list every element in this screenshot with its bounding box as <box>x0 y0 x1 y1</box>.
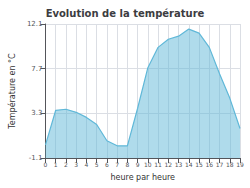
svg-text:Evolution de la température: Evolution de la température <box>46 8 205 19</box>
svg-text:16: 16 <box>205 161 213 168</box>
svg-text:3: 3 <box>74 161 78 168</box>
svg-text:17: 17 <box>216 161 224 168</box>
svg-text:18: 18 <box>226 161 234 168</box>
svg-text:12.1: 12.1 <box>27 20 43 28</box>
svg-text:0: 0 <box>44 161 48 168</box>
svg-text:15: 15 <box>195 161 203 168</box>
svg-text:7.7: 7.7 <box>31 65 42 73</box>
svg-text:heure par heure: heure par heure <box>110 173 175 182</box>
svg-text:4: 4 <box>85 161 89 168</box>
svg-text:-1.1: -1.1 <box>29 154 43 162</box>
svg-text:10: 10 <box>144 161 152 168</box>
svg-text:3.3: 3.3 <box>31 109 42 117</box>
svg-text:11: 11 <box>154 161 162 168</box>
svg-text:13: 13 <box>175 161 183 168</box>
svg-text:5: 5 <box>95 161 99 168</box>
svg-text:1: 1 <box>54 161 58 168</box>
svg-text:6: 6 <box>105 161 109 168</box>
svg-text:7: 7 <box>115 161 119 168</box>
svg-text:8: 8 <box>125 161 129 168</box>
svg-text:9: 9 <box>136 161 140 168</box>
svg-text:2: 2 <box>64 161 68 168</box>
svg-text:19: 19 <box>236 161 244 168</box>
svg-text:12: 12 <box>165 161 173 168</box>
svg-text:14: 14 <box>185 161 193 168</box>
svg-text:Température en °C: Température en °C <box>7 53 17 130</box>
